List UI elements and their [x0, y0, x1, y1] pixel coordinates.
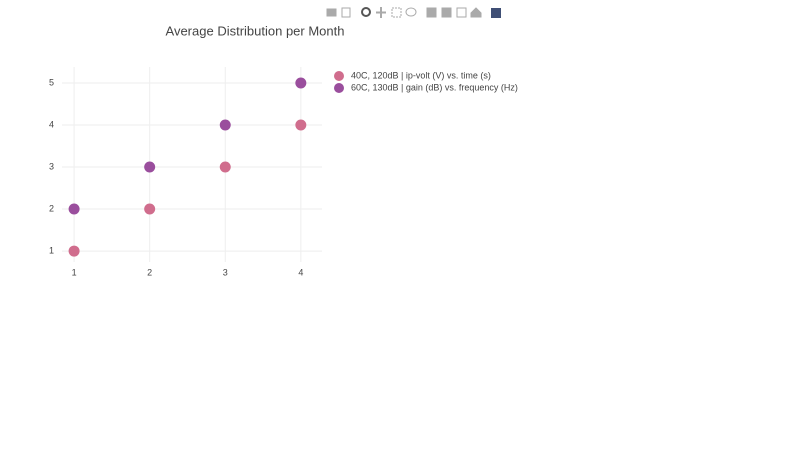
home-icon[interactable]	[470, 7, 482, 18]
marker	[144, 161, 156, 173]
x-tick-label: 1	[72, 267, 77, 277]
marker	[295, 77, 307, 89]
legend-label: 60C, 130dB | gain (dB) vs. frequency (Hz…	[351, 82, 518, 92]
legend-label: 40C, 120dB | ip-volt (V) vs. time (s)	[351, 70, 491, 80]
zoom-in-icon[interactable]	[426, 7, 437, 18]
marker	[219, 119, 231, 131]
y-tick-label: 4	[49, 119, 54, 129]
x-tick-label: 2	[147, 267, 152, 277]
marker	[219, 161, 231, 173]
pan-icon[interactable]	[376, 7, 386, 18]
autoscale-icon[interactable]	[456, 7, 467, 18]
zoom-icon[interactable]	[361, 7, 371, 17]
chart-title: Average Distribution per Month	[166, 23, 345, 38]
modebar[interactable]	[326, 7, 501, 18]
marker	[295, 119, 307, 131]
lasso-icon[interactable]	[405, 7, 417, 17]
x-tick-label: 4	[298, 267, 303, 277]
legend-marker	[334, 71, 344, 81]
zoom-out-icon[interactable]	[441, 7, 452, 18]
marker	[68, 203, 80, 215]
marker	[68, 245, 80, 257]
box-select-icon[interactable]	[391, 7, 402, 18]
y-tick-label: 3	[49, 161, 54, 171]
plotly-logo[interactable]	[491, 8, 501, 18]
y-tick-label: 5	[49, 77, 54, 87]
x-tick-label: 3	[223, 267, 228, 277]
y-tick-label: 1	[49, 245, 54, 255]
legend-marker	[334, 83, 344, 93]
y-tick-label: 2	[49, 203, 54, 213]
save-icon[interactable]	[341, 7, 351, 18]
camera-icon[interactable]	[326, 8, 337, 17]
marker	[144, 203, 156, 215]
